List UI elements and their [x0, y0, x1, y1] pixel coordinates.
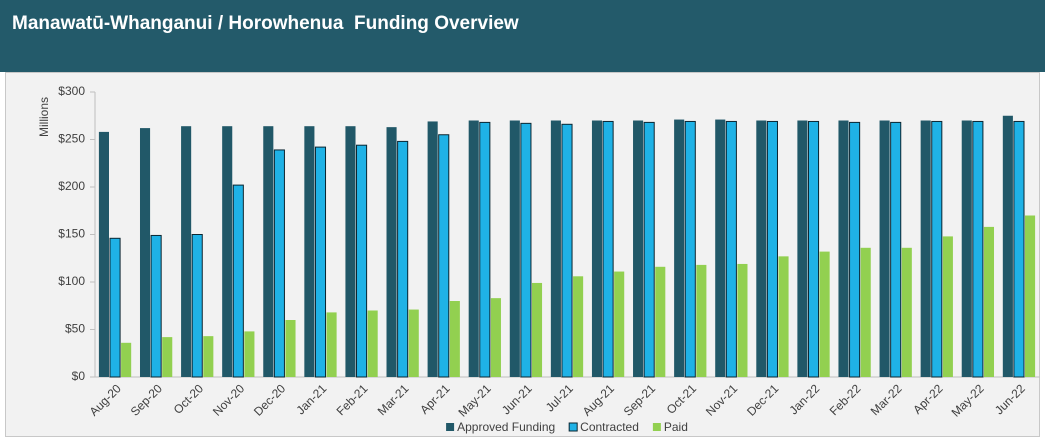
- bar: [807, 120, 820, 378]
- bar: [838, 120, 849, 377]
- bar: [550, 120, 561, 377]
- y-tick-label: $150: [58, 227, 85, 241]
- bar: [696, 264, 707, 377]
- bar: [150, 234, 162, 378]
- bar: [479, 121, 491, 378]
- bar: [191, 234, 203, 378]
- bar: [1025, 215, 1036, 377]
- bar: [643, 121, 655, 378]
- y-tick-label: $0: [72, 369, 86, 383]
- bar: [931, 120, 943, 378]
- bar: [438, 134, 450, 378]
- y-tick-label: $100: [58, 274, 85, 288]
- bar: [920, 120, 931, 377]
- bar: [573, 276, 584, 377]
- bar: [490, 298, 501, 377]
- bar: [797, 120, 808, 377]
- bar: [766, 120, 778, 378]
- bar: [879, 120, 890, 377]
- header-band: [0, 0, 1045, 72]
- bar: [314, 146, 327, 378]
- bar: [244, 331, 255, 377]
- bar: [1013, 120, 1025, 378]
- bar: [901, 247, 912, 377]
- bar: [983, 226, 995, 377]
- bar: [386, 127, 397, 378]
- bar: [397, 140, 409, 378]
- legend-label: Contracted: [580, 420, 639, 434]
- bar: [468, 120, 479, 377]
- bar: [356, 144, 368, 378]
- bar: [614, 271, 625, 377]
- bar: [162, 337, 173, 377]
- bar: [531, 282, 543, 377]
- bar: [942, 236, 953, 377]
- legend-swatch: [568, 422, 578, 432]
- bar: [181, 126, 192, 377]
- y-tick-label: $300: [58, 84, 85, 98]
- bar: [972, 120, 984, 378]
- legend-swatch: [446, 423, 455, 431]
- bar: [449, 301, 460, 377]
- legend-label: Approved Funding: [457, 420, 555, 434]
- bar: [285, 320, 296, 377]
- y-tick-label: $250: [58, 132, 85, 146]
- bar: [725, 120, 737, 378]
- legend-label: Paid: [664, 420, 688, 434]
- bar: [715, 119, 726, 378]
- bar: [674, 119, 685, 378]
- bar: [778, 256, 789, 377]
- bar: [109, 237, 121, 378]
- bar: [890, 121, 902, 378]
- bar: [326, 312, 337, 377]
- chart-title: Manawatū-Whanganui / Horowhenua Funding …: [12, 13, 519, 34]
- y-axis-label: Millions: [37, 97, 51, 137]
- bar: [561, 123, 573, 378]
- bar: [655, 266, 666, 377]
- bar: [520, 122, 532, 378]
- bar: [961, 120, 972, 377]
- bar: [304, 126, 315, 377]
- bar: [273, 149, 285, 378]
- legend-swatch: [652, 423, 661, 431]
- bar: [263, 126, 274, 377]
- bar: [633, 120, 644, 377]
- y-tick-label: $50: [65, 322, 85, 336]
- bar: [98, 131, 109, 377]
- bar: [139, 128, 151, 377]
- y-tick-label: $200: [58, 179, 85, 193]
- bar: [367, 310, 378, 377]
- bar: [737, 263, 748, 377]
- bar: [427, 121, 438, 377]
- bar: [203, 336, 214, 377]
- bar: [849, 121, 861, 378]
- bar: [408, 309, 419, 377]
- bar: [232, 184, 244, 378]
- bar: [121, 342, 132, 377]
- bar: [509, 120, 520, 377]
- bar: [591, 120, 603, 377]
- bar: [602, 120, 614, 378]
- bar: [684, 120, 696, 378]
- bar: [345, 126, 356, 377]
- bar: [222, 126, 233, 377]
- bar: [756, 120, 767, 377]
- bar: [819, 251, 830, 377]
- bar: [1002, 115, 1013, 377]
- bar: [860, 247, 871, 377]
